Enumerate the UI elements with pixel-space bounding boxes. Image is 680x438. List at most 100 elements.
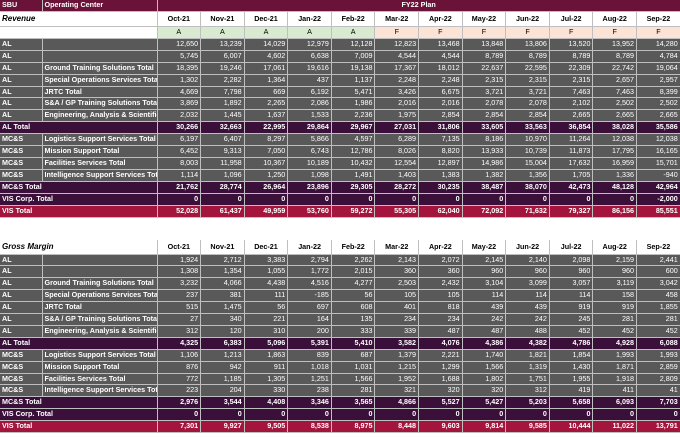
value-cell[interactable]: 2,236 xyxy=(331,109,376,123)
month-header[interactable]: Sep-22 xyxy=(636,11,680,27)
value-cell[interactable]: 32,663 xyxy=(200,121,245,135)
value-cell[interactable]: 4,602 xyxy=(244,50,289,63)
value-cell[interactable]: 7,463 xyxy=(592,86,638,99)
value-cell[interactable]: 1,918 xyxy=(592,373,638,386)
value-cell[interactable]: 4,784 xyxy=(636,50,680,63)
sbu-cell[interactable]: AL xyxy=(0,86,43,99)
value-cell[interactable]: 2,248 xyxy=(418,74,463,87)
value-cell[interactable]: 2,282 xyxy=(200,74,245,87)
value-cell[interactable]: 452 xyxy=(549,325,594,338)
month-header[interactable]: Aug-22 xyxy=(592,11,638,27)
value-cell[interactable]: 1,445 xyxy=(200,109,245,123)
value-cell[interactable]: 8,789 xyxy=(462,50,507,63)
center-cell[interactable]: Intelligence Support Services Total xyxy=(42,169,158,182)
value-cell[interactable]: 411 xyxy=(592,384,638,398)
value-cell[interactable]: 333 xyxy=(331,325,376,338)
value-cell[interactable]: 0 xyxy=(374,193,420,206)
value-cell[interactable]: 11,873 xyxy=(549,145,594,158)
value-cell[interactable]: 8,003 xyxy=(157,157,202,170)
value-cell[interactable]: 15,701 xyxy=(636,157,680,170)
month-header[interactable]: Aug-22 xyxy=(592,239,638,255)
value-cell[interactable]: 53,760 xyxy=(287,205,332,218)
value-cell[interactable]: 960 xyxy=(592,265,638,279)
value-cell[interactable]: 5,658 xyxy=(549,396,594,410)
value-cell[interactable]: 0 xyxy=(418,408,463,422)
sbu-cell[interactable]: MC&S xyxy=(0,361,43,374)
month-header[interactable]: Jun-22 xyxy=(505,239,550,255)
value-cell[interactable]: 437 xyxy=(287,74,332,87)
value-cell[interactable]: 2,140 xyxy=(505,254,550,267)
sbu-cell[interactable]: MC&S xyxy=(0,384,43,398)
value-cell[interactable]: 772 xyxy=(157,373,202,386)
value-cell[interactable]: 488 xyxy=(505,325,550,338)
value-cell[interactable]: 22,995 xyxy=(244,121,289,135)
value-cell[interactable]: 15,004 xyxy=(505,157,550,170)
value-cell[interactable]: 18,395 xyxy=(157,62,202,75)
value-cell[interactable]: 1,566 xyxy=(331,373,376,386)
value-cell[interactable]: 3,232 xyxy=(157,277,202,291)
value-cell[interactable]: 2,665 xyxy=(592,109,638,123)
value-cell[interactable]: 29,864 xyxy=(287,121,332,135)
value-cell[interactable]: 12,038 xyxy=(636,133,680,147)
value-cell[interactable]: 16,959 xyxy=(592,157,638,170)
total-label[interactable]: MC&S Total xyxy=(0,181,158,194)
value-cell[interactable]: 2,072 xyxy=(418,254,463,267)
value-cell[interactable]: 79,327 xyxy=(549,205,594,218)
af-flag[interactable]: F xyxy=(505,26,550,39)
value-cell[interactable]: 1,106 xyxy=(157,349,202,362)
value-cell[interactable]: 1,892 xyxy=(200,97,245,111)
value-cell[interactable]: 48,128 xyxy=(592,181,638,194)
value-cell[interactable]: 28,272 xyxy=(374,181,420,194)
value-cell[interactable]: 2,221 xyxy=(418,349,463,362)
value-cell[interactable]: 237 xyxy=(157,289,202,303)
month-header[interactable]: Oct-21 xyxy=(157,239,202,255)
value-cell[interactable]: 6,197 xyxy=(157,133,202,147)
af-flag[interactable]: A xyxy=(287,26,332,39)
month-header[interactable]: Apr-22 xyxy=(418,239,463,255)
value-cell[interactable]: 56 xyxy=(244,301,289,315)
value-cell[interactable]: 0 xyxy=(462,408,507,422)
value-cell[interactable]: 312 xyxy=(505,384,550,398)
value-cell[interactable]: 6,743 xyxy=(287,145,332,158)
value-cell[interactable]: 245 xyxy=(549,313,594,326)
value-cell[interactable]: 158 xyxy=(592,289,638,303)
value-cell[interactable]: 8,789 xyxy=(505,50,550,63)
value-cell[interactable]: 12,038 xyxy=(592,133,638,147)
af-flag[interactable]: F xyxy=(374,26,420,39)
value-cell[interactable]: 4,076 xyxy=(418,337,463,350)
value-cell[interactable]: 19,246 xyxy=(200,62,245,75)
value-cell[interactable]: 22,309 xyxy=(549,62,594,75)
value-cell[interactable]: 1,924 xyxy=(157,254,202,267)
value-cell[interactable]: 8,448 xyxy=(374,420,420,434)
value-cell[interactable]: 242 xyxy=(462,313,507,326)
value-cell[interactable]: 8,975 xyxy=(331,420,376,434)
value-cell[interactable]: 12,897 xyxy=(418,157,463,170)
value-cell[interactable]: 452 xyxy=(592,325,638,338)
value-cell[interactable]: 135 xyxy=(331,313,376,326)
value-cell[interactable]: 105 xyxy=(418,289,463,303)
value-cell[interactable]: 9,927 xyxy=(200,420,245,434)
value-cell[interactable]: -940 xyxy=(636,169,680,182)
total-label[interactable]: VIS Corp. Total xyxy=(0,408,158,422)
value-cell[interactable]: 310 xyxy=(244,325,289,338)
value-cell[interactable]: 5,745 xyxy=(157,50,202,63)
value-cell[interactable]: 0 xyxy=(418,193,463,206)
value-cell[interactable]: 13,806 xyxy=(505,38,550,51)
value-cell[interactable]: 164 xyxy=(287,313,332,326)
value-cell[interactable]: 0 xyxy=(157,408,202,422)
value-cell[interactable]: 2,086 xyxy=(287,97,332,111)
value-cell[interactable]: 1,871 xyxy=(592,361,638,374)
sbu-cell[interactable]: AL xyxy=(0,301,43,315)
center-cell[interactable]: Mission Support Total xyxy=(42,145,158,158)
value-cell[interactable]: 2,145 xyxy=(462,254,507,267)
month-header[interactable]: Nov-21 xyxy=(200,11,245,27)
value-cell[interactable]: 12,786 xyxy=(331,145,376,158)
sbu-cell[interactable]: MC&S xyxy=(0,169,43,182)
value-cell[interactable]: 600 xyxy=(636,265,680,279)
value-cell[interactable]: 0 xyxy=(636,408,680,422)
value-cell[interactable]: 71,632 xyxy=(505,205,550,218)
sbu-cell[interactable]: MC&S xyxy=(0,373,43,386)
value-cell[interactable]: 111 xyxy=(244,289,289,303)
value-cell[interactable]: 1,215 xyxy=(374,361,420,374)
value-cell[interactable]: 7,050 xyxy=(244,145,289,158)
